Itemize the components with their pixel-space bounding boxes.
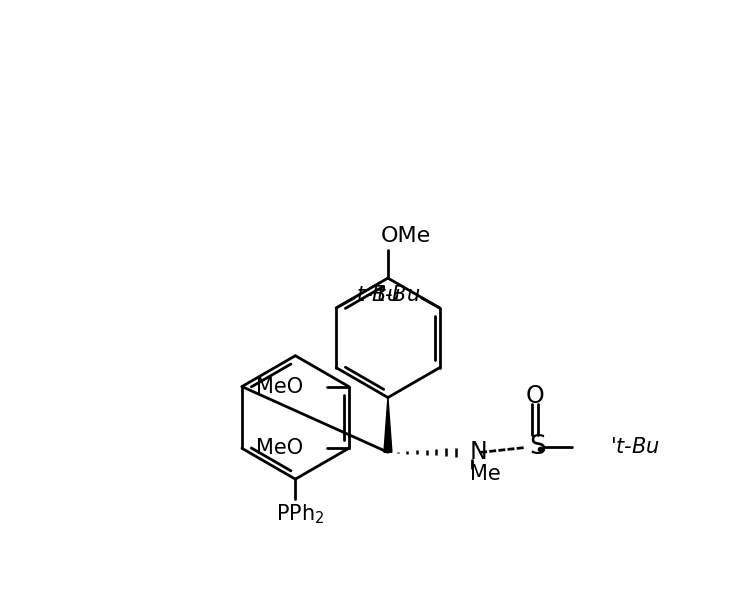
Text: $t$-Bu: $t$-Bu	[375, 285, 420, 305]
Text: O: O	[526, 384, 545, 407]
Text: MeO: MeO	[255, 377, 303, 397]
Polygon shape	[384, 397, 392, 452]
Text: $t$-Bu: $t$-Bu	[355, 285, 400, 305]
Text: MeO: MeO	[255, 438, 303, 458]
Text: PPh$_2$: PPh$_2$	[276, 502, 324, 526]
Text: N: N	[470, 440, 487, 464]
Text: '$t$-Bu: '$t$-Bu	[610, 437, 660, 457]
Text: Me: Me	[470, 464, 500, 484]
Text: OMe: OMe	[381, 227, 431, 246]
Text: S: S	[529, 434, 546, 460]
